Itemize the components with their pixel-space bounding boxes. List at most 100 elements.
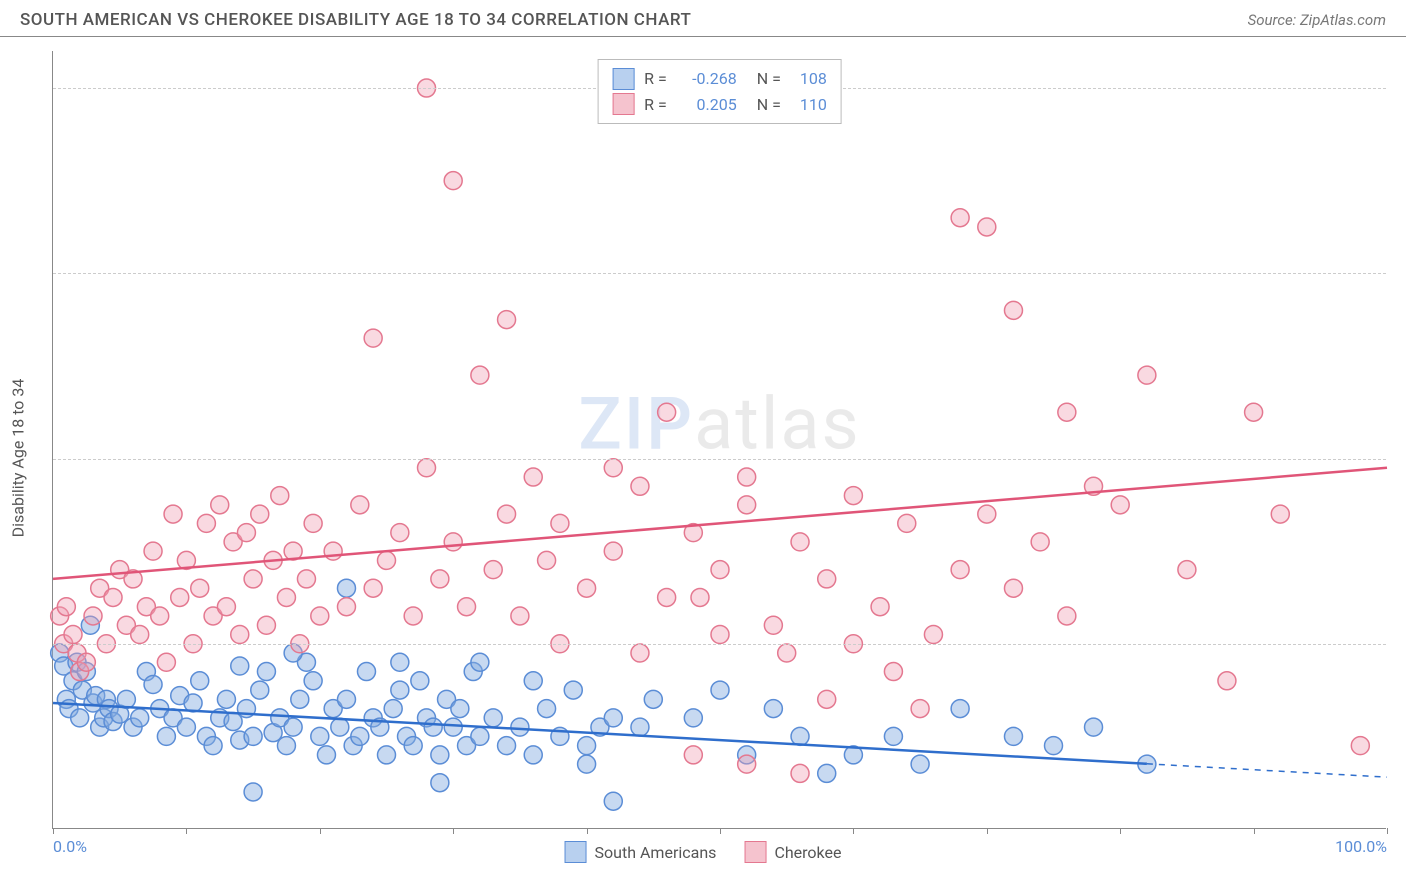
x-tick bbox=[1387, 828, 1388, 834]
grid-line bbox=[53, 273, 1386, 274]
scatter-point bbox=[484, 561, 502, 579]
scatter-point bbox=[311, 607, 329, 625]
scatter-point bbox=[511, 718, 529, 736]
scatter-point bbox=[331, 718, 349, 736]
scatter-point bbox=[291, 690, 309, 708]
legend-series-item: Cherokee bbox=[744, 841, 841, 863]
y-tick-label: 20.0% bbox=[1396, 449, 1406, 468]
scatter-point bbox=[84, 607, 102, 625]
scatter-point bbox=[231, 626, 249, 644]
scatter-point bbox=[871, 598, 889, 616]
scatter-point bbox=[1271, 505, 1289, 523]
scatter-point bbox=[778, 644, 796, 662]
scatter-point bbox=[691, 588, 709, 606]
scatter-point bbox=[231, 657, 249, 675]
scatter-point bbox=[1351, 737, 1369, 755]
scatter-point bbox=[311, 727, 329, 745]
scatter-point bbox=[604, 792, 622, 810]
x-tick bbox=[720, 828, 721, 834]
scatter-point bbox=[444, 533, 462, 551]
scatter-point bbox=[578, 579, 596, 597]
correlation-legend: R =-0.268N =108R =0.205N =110 bbox=[597, 59, 842, 124]
scatter-point bbox=[351, 727, 369, 745]
scatter-point bbox=[524, 746, 542, 764]
scatter-point bbox=[157, 727, 175, 745]
scatter-point bbox=[411, 672, 429, 690]
scatter-point bbox=[538, 551, 556, 569]
scatter-point bbox=[217, 598, 235, 616]
scatter-point bbox=[631, 477, 649, 495]
scatter-point bbox=[738, 755, 756, 773]
x-tick bbox=[587, 828, 588, 834]
scatter-point bbox=[471, 366, 489, 384]
y-tick-label: 10.0% bbox=[1396, 634, 1406, 653]
scatter-point bbox=[1004, 579, 1022, 597]
legend-correlation-row: R =0.205N =110 bbox=[612, 92, 827, 118]
scatter-point bbox=[164, 505, 182, 523]
scatter-point bbox=[711, 561, 729, 579]
scatter-point bbox=[524, 672, 542, 690]
x-tick bbox=[853, 828, 854, 834]
scatter-point bbox=[404, 737, 422, 755]
scatter-point bbox=[378, 746, 396, 764]
scatter-point bbox=[217, 690, 235, 708]
legend-r-value: -0.268 bbox=[677, 66, 737, 92]
scatter-point bbox=[131, 626, 149, 644]
scatter-point bbox=[924, 626, 942, 644]
scatter-point bbox=[71, 709, 89, 727]
y-tick-label: 30.0% bbox=[1396, 264, 1406, 283]
plot-area: ZIPatlas R =-0.268N =108R =0.205N =110 1… bbox=[52, 51, 1386, 829]
scatter-point bbox=[1004, 727, 1022, 745]
scatter-point bbox=[277, 737, 295, 755]
scatter-point bbox=[764, 616, 782, 634]
scatter-point bbox=[404, 607, 422, 625]
scatter-point bbox=[64, 626, 82, 644]
scatter-point bbox=[498, 737, 516, 755]
x-tick bbox=[453, 828, 454, 834]
y-axis-label: Disability Age 18 to 34 bbox=[9, 379, 28, 538]
scatter-plot-svg bbox=[53, 51, 1386, 828]
legend-n-label: N = bbox=[757, 66, 781, 92]
scatter-point bbox=[604, 709, 622, 727]
scatter-point bbox=[391, 653, 409, 671]
scatter-point bbox=[351, 496, 369, 514]
legend-n-label: N = bbox=[757, 92, 781, 118]
scatter-point bbox=[364, 329, 382, 347]
chart-container: Disability Age 18 to 34 ZIPatlas R =-0.2… bbox=[0, 37, 1406, 879]
scatter-point bbox=[324, 542, 342, 560]
scatter-point bbox=[391, 524, 409, 542]
scatter-point bbox=[317, 746, 335, 764]
x-tick-label: 100.0% bbox=[1335, 837, 1387, 856]
scatter-point bbox=[538, 700, 556, 718]
scatter-point bbox=[711, 626, 729, 644]
scatter-point bbox=[484, 709, 502, 727]
scatter-point bbox=[1031, 533, 1049, 551]
x-tick bbox=[186, 828, 187, 834]
series-legend: South AmericansCherokee bbox=[565, 841, 842, 863]
scatter-point bbox=[471, 727, 489, 745]
x-tick bbox=[53, 828, 54, 834]
scatter-point bbox=[337, 690, 355, 708]
scatter-point bbox=[1085, 718, 1103, 736]
scatter-point bbox=[244, 783, 262, 801]
scatter-point bbox=[684, 709, 702, 727]
scatter-point bbox=[144, 676, 162, 694]
scatter-point bbox=[378, 551, 396, 569]
x-tick bbox=[320, 828, 321, 834]
scatter-point bbox=[738, 468, 756, 486]
scatter-point bbox=[978, 505, 996, 523]
scatter-point bbox=[644, 690, 662, 708]
legend-r-label: R = bbox=[644, 66, 667, 92]
scatter-point bbox=[297, 570, 315, 588]
scatter-point bbox=[77, 653, 95, 671]
scatter-point bbox=[818, 690, 836, 708]
scatter-point bbox=[151, 607, 169, 625]
scatter-point bbox=[191, 579, 209, 597]
scatter-point bbox=[424, 718, 442, 736]
scatter-point bbox=[304, 514, 322, 532]
scatter-point bbox=[498, 311, 516, 329]
scatter-point bbox=[1045, 737, 1063, 755]
trend-line bbox=[53, 703, 1147, 764]
scatter-point bbox=[364, 579, 382, 597]
scatter-point bbox=[658, 588, 676, 606]
